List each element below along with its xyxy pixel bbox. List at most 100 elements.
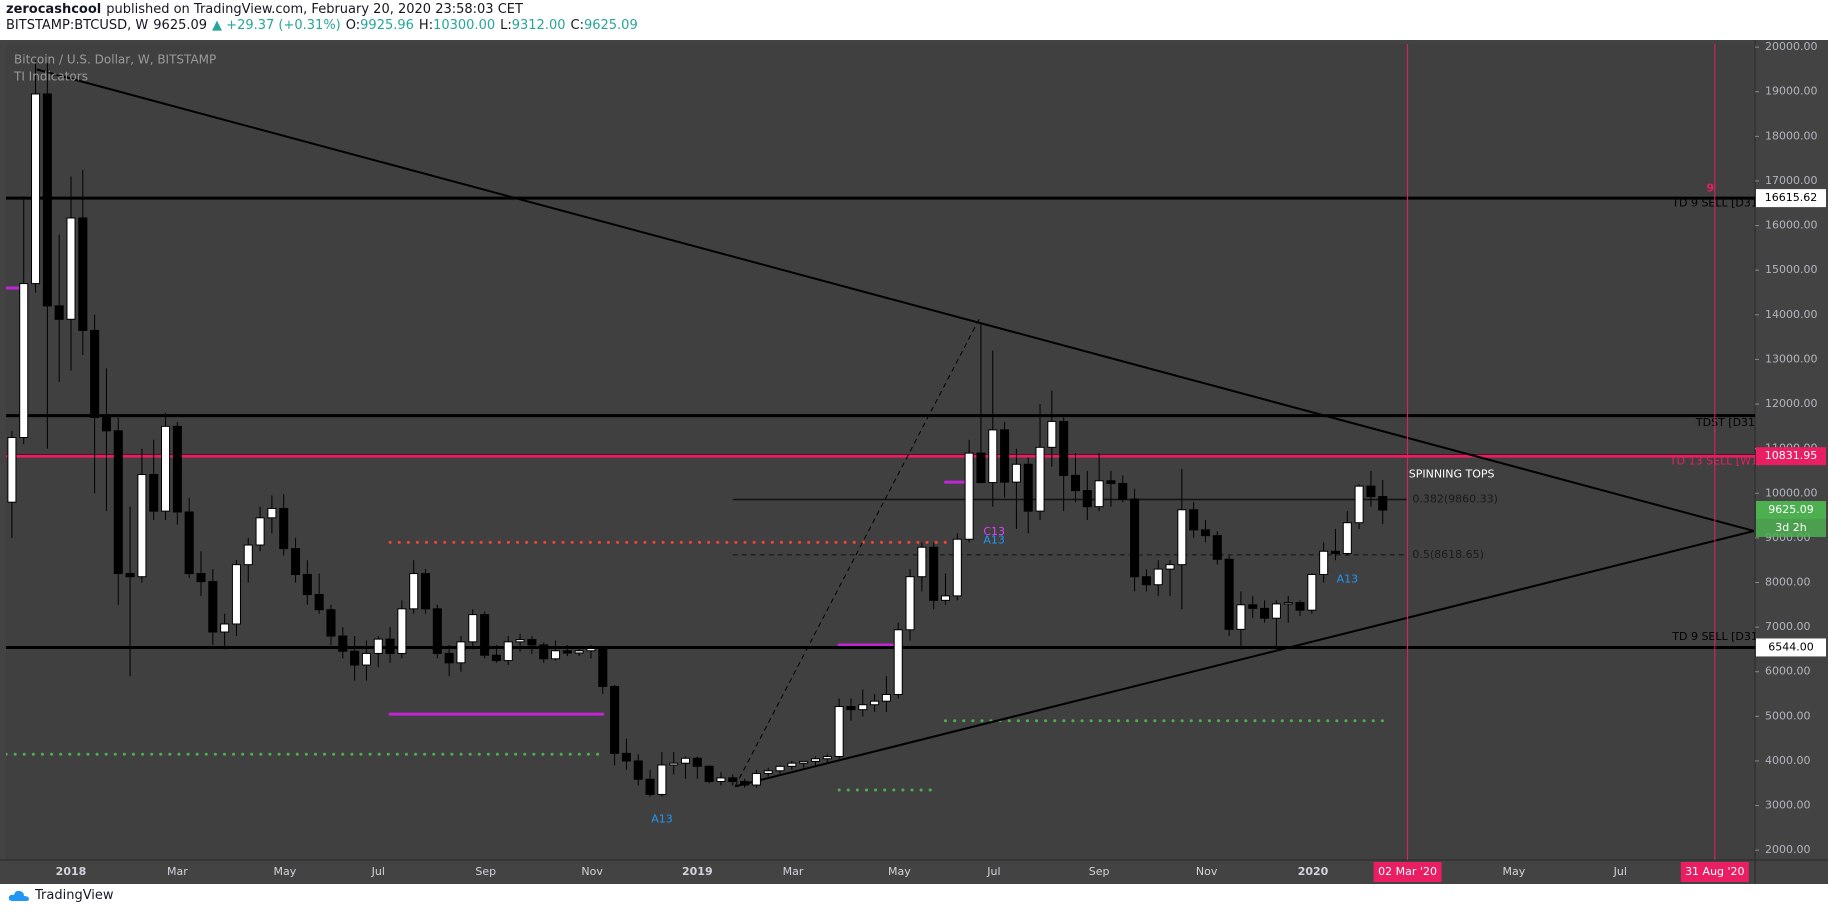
candle-body — [716, 777, 726, 782]
candle-body — [468, 614, 478, 643]
price-box — [1756, 638, 1826, 657]
candle-body — [940, 595, 951, 601]
candle-body — [976, 452, 986, 484]
candle-body — [1035, 446, 1045, 512]
author: zerocashcool — [6, 2, 102, 17]
candle-body — [1212, 535, 1222, 560]
candle-body — [1011, 463, 1021, 483]
candle-body — [279, 507, 289, 550]
y-tick-label: 3000.00 — [1765, 799, 1811, 812]
trendline — [734, 529, 1755, 788]
annotation: C13 — [983, 525, 1005, 538]
candle-body — [302, 573, 312, 596]
candle-body — [231, 564, 241, 625]
candle-body — [421, 573, 431, 610]
symbol: BITSTAMP:BTCUSD, W — [6, 18, 149, 33]
x-tick-label: 2020 — [1298, 865, 1329, 878]
candle-body — [7, 437, 17, 503]
candle-body — [669, 762, 679, 766]
candle-body — [220, 623, 230, 633]
x-tick-label: Sep — [1089, 865, 1110, 878]
annotation: 9 — [1707, 182, 1715, 195]
candle-body — [1094, 480, 1104, 508]
price-box — [1756, 447, 1826, 466]
plot-background — [6, 44, 1755, 860]
published: published on TradingView.com, February 2… — [106, 2, 523, 17]
candle-body — [101, 416, 111, 432]
ohlc: O:9925.96 H:10300.00 L:9312.00 C:9625.09 — [346, 18, 643, 33]
candle-body — [598, 648, 608, 687]
x-tick-label: Mar — [783, 865, 804, 878]
candle-body — [704, 765, 714, 782]
candle-body — [1059, 420, 1069, 476]
candle-body — [680, 757, 691, 764]
candle-body — [728, 777, 738, 782]
candle-body — [763, 770, 773, 774]
candle-body — [1189, 509, 1199, 531]
candle-body — [1106, 480, 1116, 484]
candle-body — [1153, 568, 1163, 586]
price-box-label: 16615.62 — [1765, 191, 1818, 204]
candle-body — [172, 425, 182, 513]
x-tick-label: Sep — [475, 865, 496, 878]
candle-body — [1130, 498, 1140, 578]
candle-body — [1342, 522, 1352, 554]
candle-body — [161, 425, 171, 512]
ohlc-key: H: — [418, 18, 434, 33]
candle-body — [1118, 482, 1128, 500]
ohlc-value: 10300.00 — [433, 18, 496, 33]
candle-body — [1366, 485, 1376, 498]
x-tick-label: May — [274, 865, 297, 878]
candle-body — [66, 217, 76, 320]
candle-body — [1319, 550, 1329, 575]
countdown-box — [1756, 518, 1826, 537]
header: zerocashcool published on TradingView.com… — [6, 2, 648, 34]
candle-body — [1200, 529, 1211, 537]
y-tick-label: 13000.00 — [1765, 352, 1818, 365]
ohlc-value: 9925.96 — [360, 18, 414, 33]
y-tick-label: 12000.00 — [1765, 397, 1818, 410]
candle-body — [917, 546, 927, 578]
candle-body — [964, 452, 974, 540]
x-tick-label: Nov — [581, 865, 603, 878]
candle-body — [385, 638, 395, 654]
trendline — [734, 315, 982, 787]
candle-body — [361, 652, 371, 666]
annotation: SPINNING TOPS — [1409, 468, 1495, 481]
footer: TradingView — [8, 888, 114, 903]
candle-body — [1295, 602, 1305, 611]
candle-body — [149, 474, 159, 512]
candle-body — [31, 93, 41, 285]
candle-body — [243, 544, 253, 566]
y-tick-label: 16000.00 — [1765, 219, 1818, 232]
x-tick-label: May — [888, 865, 911, 878]
candle-body — [78, 217, 88, 331]
candle-body — [125, 573, 135, 578]
last-price-box — [1756, 500, 1826, 519]
candle-body — [586, 648, 596, 652]
candle-body — [633, 760, 643, 780]
candle-body — [515, 639, 525, 643]
x-tick-label: Nov — [1196, 865, 1218, 878]
fib-label: 0.382(9860.33) — [1412, 492, 1498, 505]
candle-body — [881, 693, 891, 702]
candle-body — [740, 780, 750, 786]
last-price: 9625.09 — [153, 18, 208, 33]
plot-area: 0.382(9860.33) 0.5(8618.65) TD 9 SELL [D31… — [6, 60, 1755, 825]
price-box — [1756, 189, 1826, 208]
date-box — [1373, 862, 1442, 882]
countdown-label: 3d 2h — [1775, 521, 1806, 534]
candle-body — [255, 517, 265, 546]
y-tick-label: 4000.00 — [1765, 754, 1811, 767]
y-tick-label: 8000.00 — [1765, 575, 1811, 588]
candle-body — [539, 644, 549, 660]
y-tick-label: 18000.00 — [1765, 129, 1818, 142]
x-tick-label: 2019 — [682, 865, 713, 878]
candle-body — [822, 755, 832, 760]
ohlc-key: L: — [500, 18, 512, 33]
candle-body — [1283, 602, 1293, 605]
candle-body — [799, 760, 809, 764]
candle-body — [1236, 604, 1246, 630]
